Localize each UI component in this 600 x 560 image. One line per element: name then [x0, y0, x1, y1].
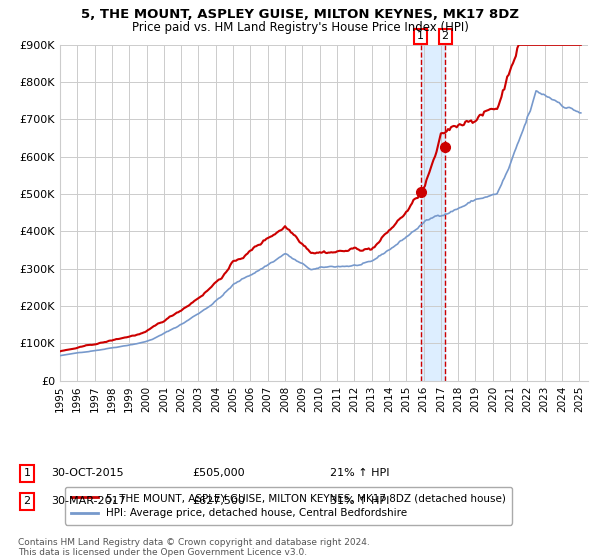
- Text: Contains HM Land Registry data © Crown copyright and database right 2024.
This d: Contains HM Land Registry data © Crown c…: [18, 538, 370, 557]
- Text: 5, THE MOUNT, ASPLEY GUISE, MILTON KEYNES, MK17 8DZ: 5, THE MOUNT, ASPLEY GUISE, MILTON KEYNE…: [81, 8, 519, 21]
- Bar: [421, 45, 445, 381]
- Text: 1: 1: [23, 468, 31, 478]
- Text: 30-OCT-2015: 30-OCT-2015: [51, 468, 124, 478]
- Text: 21% ↑ HPI: 21% ↑ HPI: [330, 468, 389, 478]
- Text: 2: 2: [23, 496, 31, 506]
- Text: Price paid vs. HM Land Registry's House Price Index (HPI): Price paid vs. HM Land Registry's House …: [131, 21, 469, 34]
- Legend: 5, THE MOUNT, ASPLEY GUISE, MILTON KEYNES, MK17 8DZ (detached house), HPI: Avera: 5, THE MOUNT, ASPLEY GUISE, MILTON KEYNE…: [65, 487, 512, 525]
- Text: 2: 2: [442, 31, 449, 41]
- Text: 30-MAR-2017: 30-MAR-2017: [51, 496, 126, 506]
- Text: £505,000: £505,000: [192, 468, 245, 478]
- Text: 1: 1: [417, 31, 424, 41]
- Text: £627,500: £627,500: [192, 496, 245, 506]
- Text: 31% ↑ HPI: 31% ↑ HPI: [330, 496, 389, 506]
